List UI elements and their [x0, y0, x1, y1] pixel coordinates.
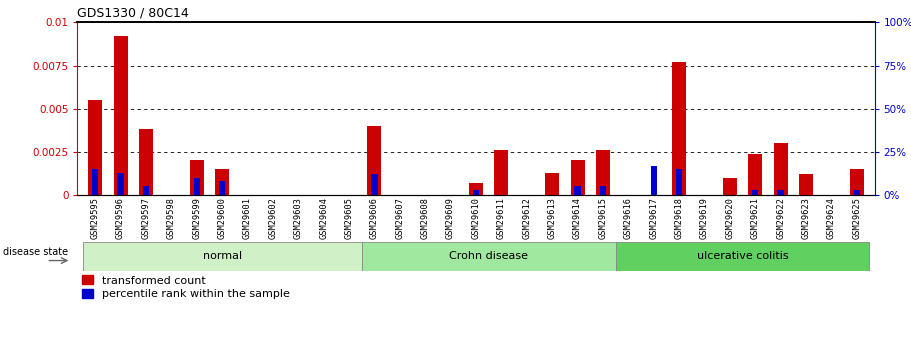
Text: GSM29597: GSM29597	[141, 197, 150, 239]
Bar	[362, 241, 616, 271]
Text: disease state: disease state	[3, 247, 68, 257]
Bar	[215, 169, 230, 195]
Text: GSM29610: GSM29610	[472, 197, 480, 239]
Bar	[143, 186, 149, 195]
Text: GSM29605: GSM29605	[344, 197, 353, 239]
Text: GSM29612: GSM29612	[522, 197, 531, 239]
Bar	[650, 166, 657, 195]
Bar	[495, 150, 508, 195]
Bar	[850, 169, 864, 195]
Text: GSM29606: GSM29606	[370, 197, 379, 239]
Bar	[219, 181, 225, 195]
Text: GSM29619: GSM29619	[700, 197, 709, 239]
Bar	[189, 160, 204, 195]
Text: GSM29596: GSM29596	[116, 197, 125, 239]
Text: GSM29620: GSM29620	[725, 197, 734, 239]
Text: GSM29604: GSM29604	[319, 197, 328, 239]
Text: GSM29625: GSM29625	[853, 197, 861, 239]
Text: GSM29622: GSM29622	[776, 197, 785, 239]
Text: GSM29602: GSM29602	[269, 197, 278, 239]
Text: GSM29608: GSM29608	[421, 197, 430, 239]
Bar	[118, 172, 124, 195]
Text: GSM29611: GSM29611	[496, 197, 506, 239]
Text: GSM29600: GSM29600	[218, 197, 227, 239]
Bar	[545, 172, 559, 195]
Text: GSM29623: GSM29623	[802, 197, 811, 239]
Text: GSM29599: GSM29599	[192, 197, 201, 239]
Bar	[83, 241, 362, 271]
Bar	[575, 186, 580, 195]
Bar	[616, 241, 869, 271]
Bar	[114, 36, 128, 195]
Bar	[469, 183, 483, 195]
Bar	[92, 169, 98, 195]
Bar	[596, 150, 609, 195]
Text: GSM29603: GSM29603	[293, 197, 302, 239]
Text: GSM29601: GSM29601	[243, 197, 252, 239]
Text: GSM29607: GSM29607	[395, 197, 404, 239]
Bar	[139, 129, 153, 195]
Bar	[367, 126, 382, 195]
Legend: transformed count, percentile rank within the sample: transformed count, percentile rank withi…	[77, 271, 294, 304]
Bar	[473, 190, 479, 195]
Bar	[752, 190, 758, 195]
Text: GDS1330 / 80C14: GDS1330 / 80C14	[77, 7, 189, 20]
Bar	[748, 154, 763, 195]
Bar	[194, 178, 200, 195]
Bar	[599, 186, 606, 195]
Bar	[676, 169, 682, 195]
Text: GSM29618: GSM29618	[674, 197, 683, 239]
Text: GSM29615: GSM29615	[599, 197, 608, 239]
Text: GSM29613: GSM29613	[548, 197, 557, 239]
Bar	[672, 62, 686, 195]
Bar	[88, 100, 102, 195]
Bar	[372, 174, 377, 195]
Bar	[570, 160, 585, 195]
Text: GSM29614: GSM29614	[573, 197, 582, 239]
Text: GSM29624: GSM29624	[827, 197, 836, 239]
Text: GSM29598: GSM29598	[167, 197, 176, 239]
Bar	[799, 174, 813, 195]
Text: normal: normal	[202, 251, 241, 261]
Bar	[854, 190, 860, 195]
Text: ulcerative colitis: ulcerative colitis	[697, 251, 788, 261]
Bar	[722, 178, 737, 195]
Text: Crohn disease: Crohn disease	[449, 251, 528, 261]
Bar	[777, 190, 783, 195]
Text: GSM29621: GSM29621	[751, 197, 760, 239]
Text: GSM29617: GSM29617	[650, 197, 659, 239]
Text: GSM29609: GSM29609	[446, 197, 456, 239]
Text: GSM29616: GSM29616	[624, 197, 633, 239]
Text: GSM29595: GSM29595	[91, 197, 99, 239]
Bar	[773, 143, 788, 195]
